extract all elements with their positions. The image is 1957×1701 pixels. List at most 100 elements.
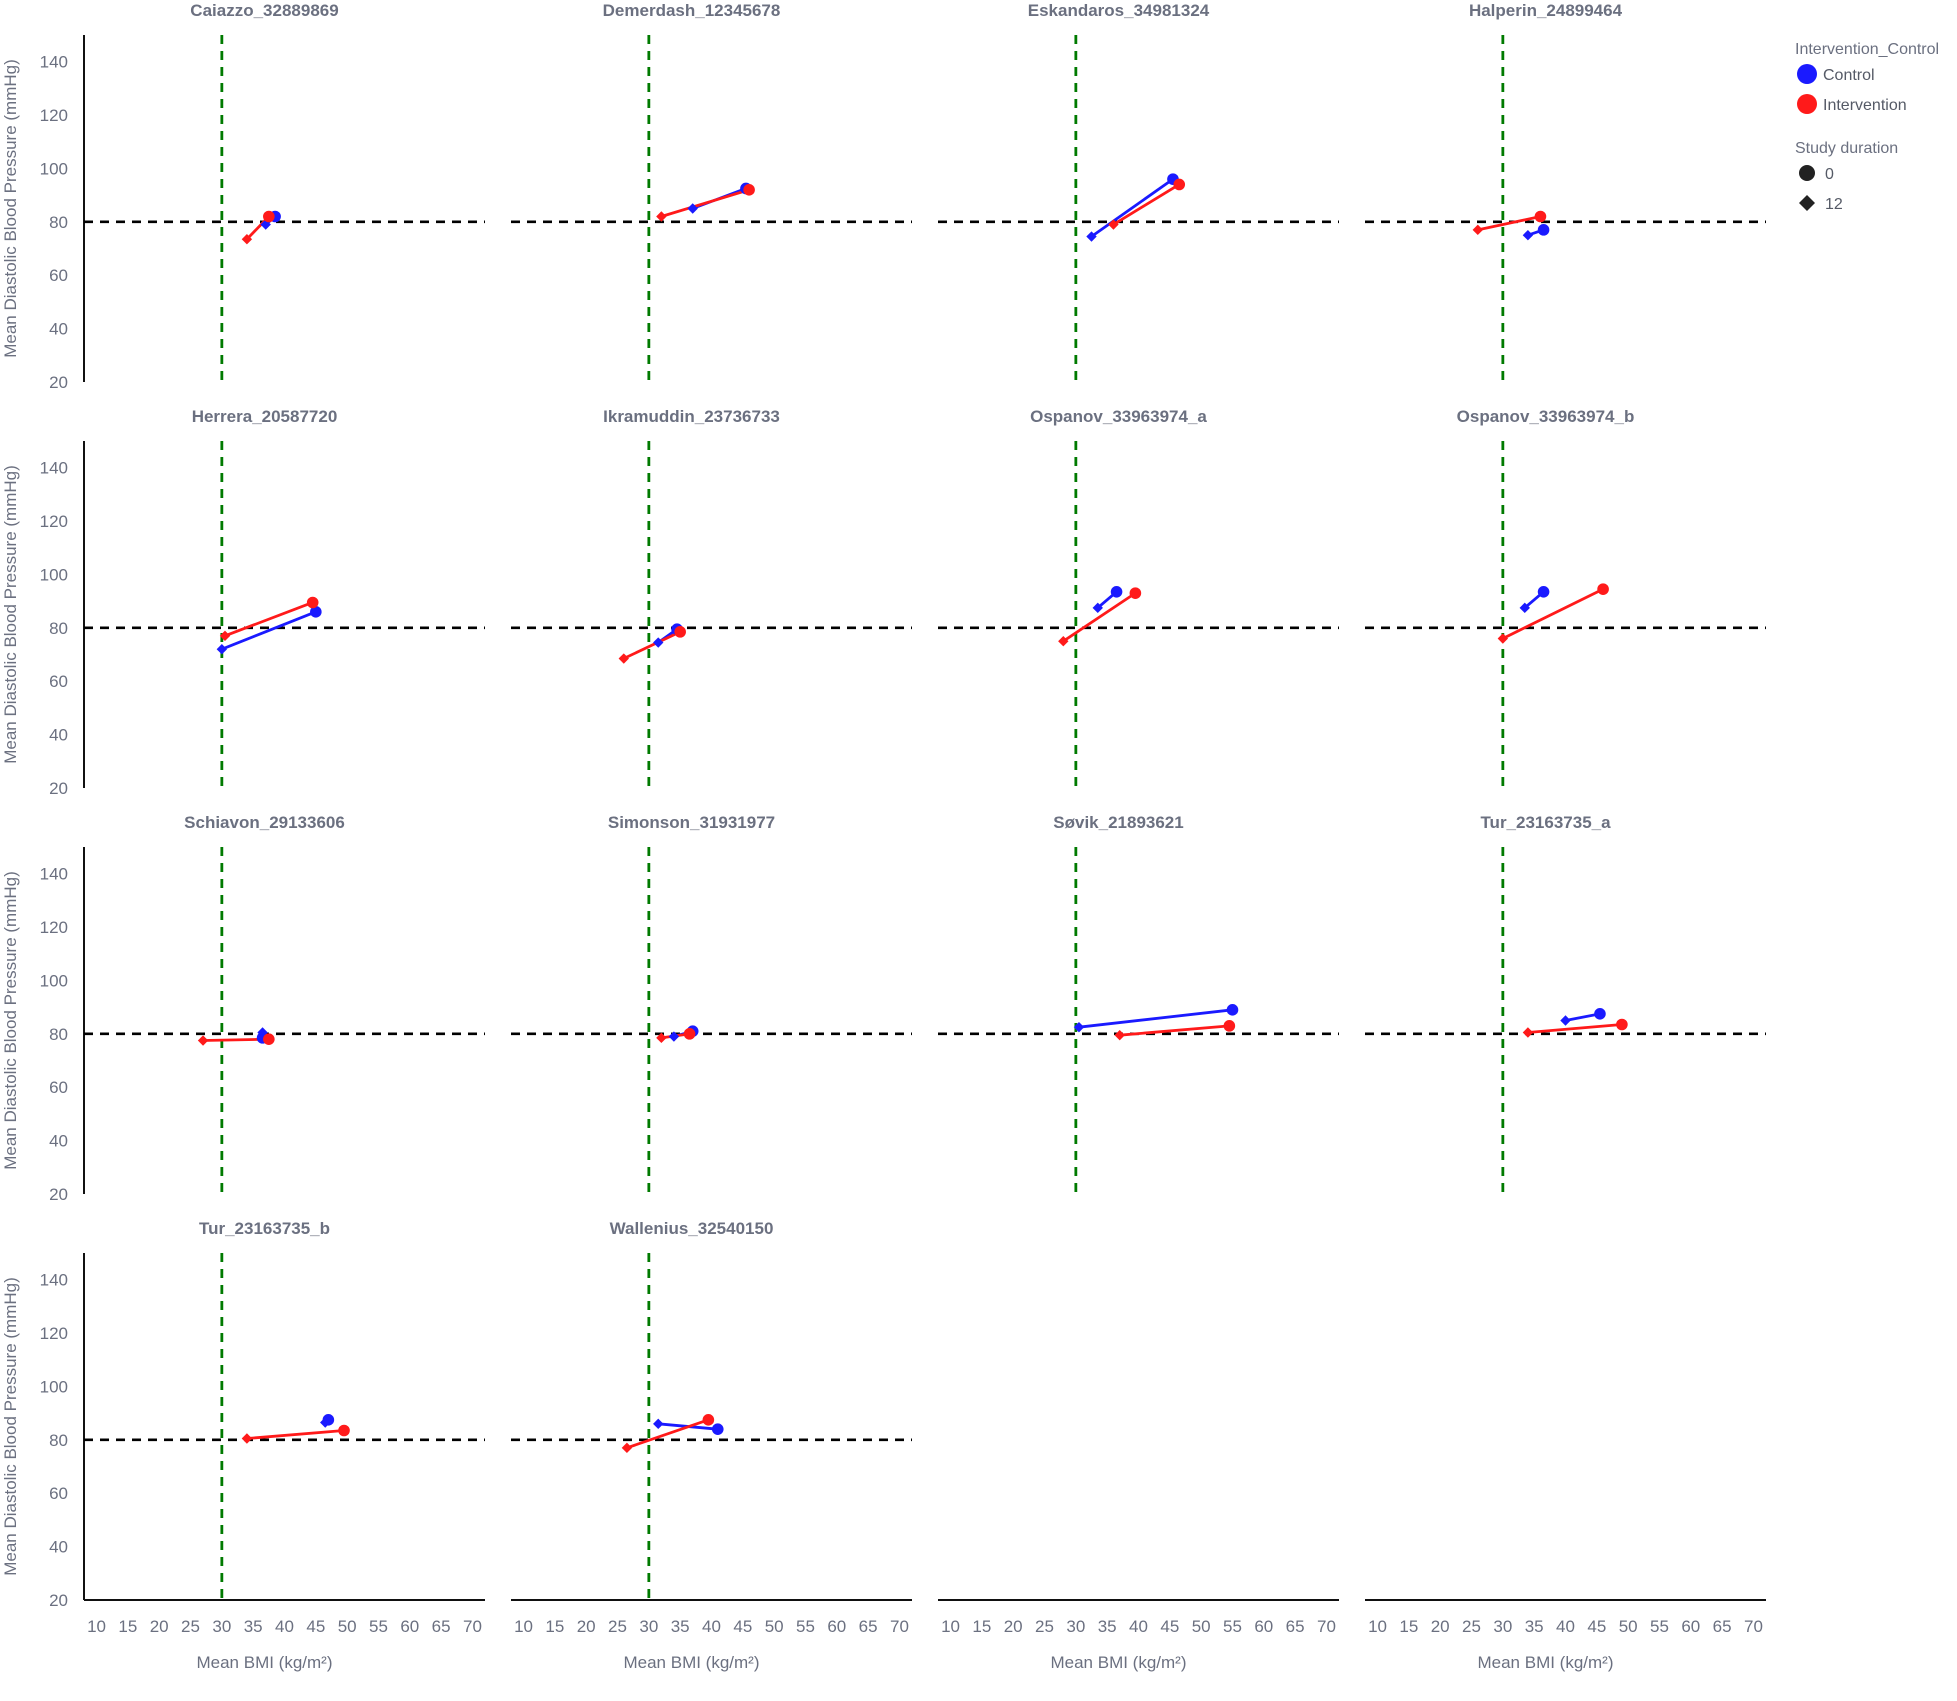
x-tick-label: 25 — [1462, 1617, 1481, 1636]
x-axis-title: Mean BMI (kg/m²) — [196, 1653, 332, 1672]
x-axis-title: Mean BMI (kg/m²) — [623, 1653, 759, 1672]
panel-7-intervention-point-0 — [1129, 587, 1142, 599]
legend-marker-control — [1797, 64, 1817, 84]
legend-label-control: Control — [1823, 67, 1875, 84]
legend-marker-duration-0 — [1799, 165, 1815, 181]
x-tick-label: 55 — [796, 1617, 815, 1636]
panel-1-intervention-point-0 — [263, 210, 275, 223]
y-tick-label: 100 — [40, 971, 68, 990]
y-axis-title: Mean Diastolic Blood Pressure (mmHg) — [1, 59, 20, 358]
panel-11-control-line — [1078, 1008, 1233, 1029]
x-tick-label: 25 — [1035, 1617, 1054, 1636]
panel-2-control-point-12 — [687, 203, 698, 214]
legend-shape-title: Study duration — [1795, 140, 1898, 157]
y-tick-label: 100 — [40, 565, 68, 584]
panel-9-title: Schiavon_29133606 — [184, 813, 345, 832]
panel-4-intervention-line — [1477, 215, 1541, 232]
panel-3-intervention-point-0 — [1173, 178, 1186, 191]
x-tick-label: 65 — [859, 1617, 878, 1636]
panel-4-control-point-0 — [1537, 224, 1550, 236]
x-tick-label: 70 — [1317, 1617, 1336, 1636]
y-tick-label: 40 — [49, 726, 68, 745]
legend-label-duration-0: 0 — [1825, 166, 1834, 183]
x-tick-label: 60 — [1254, 1617, 1273, 1636]
y-tick-label: 80 — [49, 213, 68, 232]
legend-marker-intervention — [1797, 94, 1817, 114]
y-tick-label: 60 — [49, 1484, 68, 1503]
panel-4-title: Halperin_24899464 — [1469, 1, 1623, 20]
y-tick-label: 40 — [49, 1538, 68, 1557]
panel-13-control-point-12 — [320, 1417, 331, 1428]
x-tick-label: 50 — [765, 1617, 784, 1636]
panel-4-control-point-12 — [1522, 229, 1534, 241]
y-tick-label: 120 — [40, 512, 68, 531]
panel-6-intervention-point-12 — [618, 653, 629, 664]
x-tick-label: 45 — [306, 1617, 325, 1636]
panel-3-title: Eskandaros_34981324 — [1028, 1, 1210, 20]
panel-6-title: Ikramuddin_23736733 — [603, 407, 780, 426]
panel-10-title: Simonson_31931977 — [608, 813, 775, 832]
panel-5-control-point-0 — [310, 606, 322, 618]
x-tick-label: 20 — [577, 1617, 596, 1636]
panel-8-title: Ospanov_33963974_b — [1457, 407, 1635, 426]
panel-12-intervention-point-0 — [1616, 1018, 1628, 1031]
panel-7-intervention-line — [1062, 591, 1137, 643]
y-tick-label: 60 — [49, 266, 68, 285]
panel-4-intervention-point-12 — [1472, 224, 1483, 236]
x-tick-label: 15 — [1399, 1617, 1418, 1636]
panel-11-control-point-0 — [1226, 1004, 1239, 1016]
y-tick-label: 80 — [49, 619, 68, 638]
panel-14-control-point-12 — [653, 1418, 664, 1430]
y-tick-label: 140 — [40, 53, 68, 72]
x-tick-label: 40 — [1556, 1617, 1575, 1636]
x-tick-label: 10 — [1368, 1617, 1387, 1636]
panel-10-intervention-point-12 — [656, 1032, 667, 1044]
legend-marker-duration-12 — [1799, 195, 1815, 211]
panel-9-intervention-point-0 — [263, 1033, 275, 1045]
x-tick-label: 60 — [1681, 1617, 1700, 1636]
x-tick-label: 30 — [1493, 1617, 1512, 1636]
x-tick-label: 40 — [275, 1617, 294, 1636]
y-tick-label: 60 — [49, 672, 68, 691]
panel-9-intervention-point-12 — [197, 1035, 209, 1046]
y-tick-label: 20 — [49, 1591, 68, 1610]
panel-8-intervention-point-0 — [1597, 583, 1609, 595]
y-tick-label: 120 — [40, 106, 68, 125]
panel-3-control-point-12 — [1086, 231, 1097, 242]
panel-13-intervention-point-12 — [241, 1433, 253, 1444]
panel-6-intervention-point-0 — [674, 626, 686, 638]
x-tick-label: 55 — [369, 1617, 388, 1636]
x-tick-label: 50 — [1192, 1617, 1211, 1636]
y-tick-label: 120 — [40, 1324, 68, 1343]
x-tick-label: 45 — [733, 1617, 752, 1636]
y-tick-label: 100 — [40, 159, 68, 178]
panel-12-control-point-0 — [1594, 1008, 1606, 1020]
panel-5-intervention-point-12 — [219, 630, 231, 642]
panel-1-control-point-12 — [260, 219, 271, 230]
panel-8-control-point-12 — [1519, 602, 1530, 614]
panel-2-intervention-point-0 — [743, 184, 755, 196]
panel-3-intervention-point-12 — [1108, 219, 1119, 230]
panel-12-control-line — [1565, 1012, 1601, 1022]
legend-color-title: Intervention_Control — [1795, 41, 1939, 58]
x-tick-label: 30 — [639, 1617, 658, 1636]
panel-6-intervention-line — [623, 630, 681, 660]
x-tick-label: 55 — [1223, 1617, 1242, 1636]
x-tick-label: 30 — [212, 1617, 231, 1636]
panel-8-intervention-point-12 — [1497, 633, 1509, 644]
panel-4-intervention-point-0 — [1534, 210, 1547, 223]
x-tick-label: 20 — [150, 1617, 169, 1636]
x-tick-label: 15 — [118, 1617, 137, 1636]
panel-14-intervention-point-12 — [621, 1442, 633, 1454]
x-axis-title: Mean BMI (kg/m²) — [1050, 1653, 1186, 1672]
panel-14-intervention-point-0 — [702, 1414, 715, 1426]
x-tick-label: 65 — [1713, 1617, 1732, 1636]
panel-5-title: Herrera_20587720 — [192, 407, 338, 426]
panel-7-title: Ospanov_33963974_a — [1030, 407, 1207, 426]
x-tick-label: 70 — [890, 1617, 909, 1636]
y-axis-title: Mean Diastolic Blood Pressure (mmHg) — [1, 1277, 20, 1576]
x-tick-label: 10 — [87, 1617, 106, 1636]
panel-7-control-point-12 — [1092, 602, 1103, 614]
